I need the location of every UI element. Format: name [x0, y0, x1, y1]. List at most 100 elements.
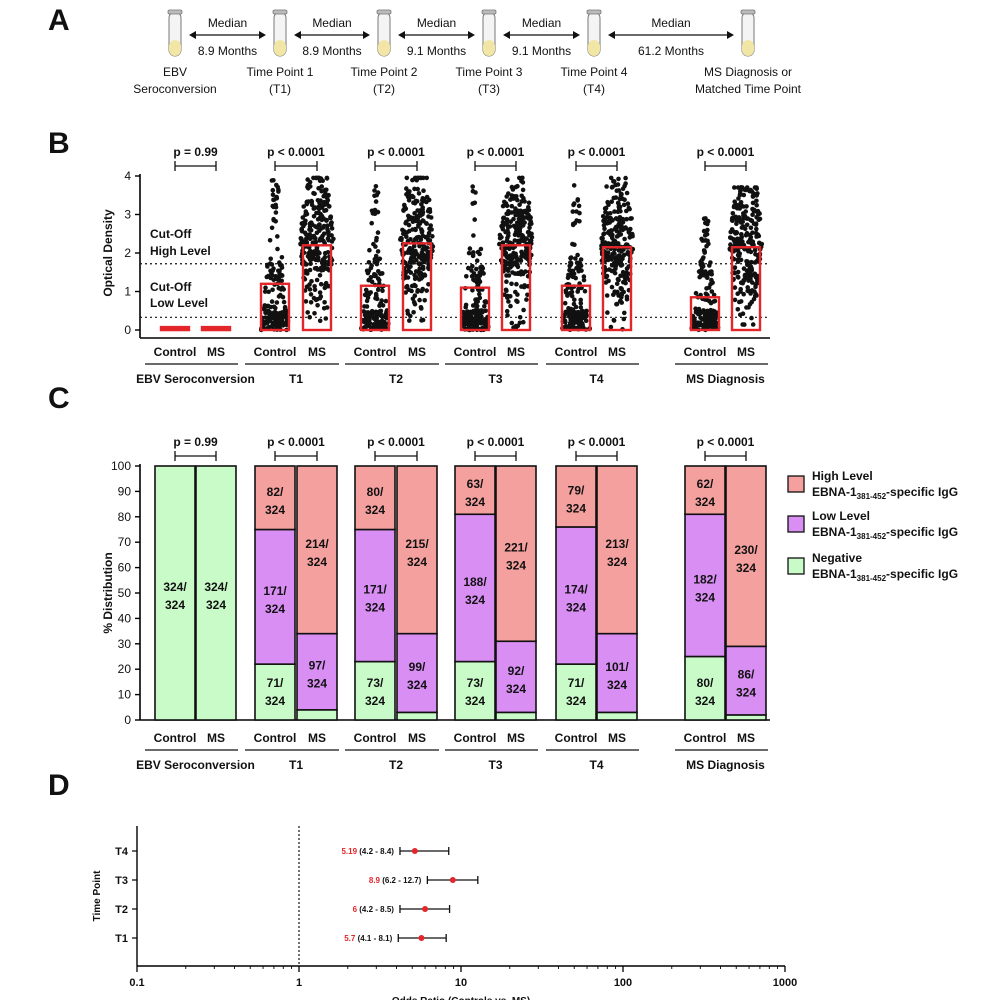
tube-label-1: Time Point 4 [561, 65, 628, 79]
data-point [572, 220, 578, 226]
data-point [375, 287, 381, 293]
data-point [404, 175, 410, 181]
data-point [733, 239, 738, 245]
bar-negative [684, 655, 726, 721]
data-point [372, 207, 378, 213]
y-tick-label: 3 [124, 208, 131, 222]
data-point [369, 279, 375, 285]
data-point [608, 228, 614, 233]
legend-label: Negative [812, 551, 862, 565]
data-point [410, 177, 415, 183]
ms-label: MS [608, 345, 626, 359]
data-point [524, 249, 530, 255]
data-point [563, 309, 568, 315]
data-point [703, 291, 709, 297]
data-point [738, 257, 744, 263]
data-point [300, 215, 306, 220]
data-point [373, 324, 379, 330]
data-point [578, 257, 584, 262]
data-point [578, 301, 584, 306]
data-point [628, 226, 633, 232]
test-tube-icon [586, 9, 602, 57]
data-point [739, 225, 745, 230]
median-bar [459, 286, 491, 332]
data-point [308, 261, 313, 267]
data-point [755, 280, 760, 286]
data-point [408, 313, 413, 319]
data-point [412, 282, 417, 288]
data-point [362, 304, 367, 309]
tube-sample [588, 40, 600, 56]
data-point [314, 210, 319, 216]
bar-negative [195, 465, 237, 721]
data-point [604, 273, 610, 279]
control-label: Control [354, 345, 397, 359]
data-point [749, 299, 754, 305]
data-point [316, 186, 321, 191]
cutoff-low-label: Low Level [150, 296, 208, 310]
segment-label: 324 [736, 561, 756, 575]
data-point [693, 290, 699, 296]
data-point [510, 260, 515, 266]
data-point [426, 282, 431, 287]
legend-label: EBNA-1381-452-specific IgG [812, 525, 958, 541]
data-point [383, 298, 389, 304]
tube-sample [742, 40, 754, 56]
data-point [701, 255, 706, 260]
data-point [753, 275, 759, 280]
data-point [470, 303, 476, 308]
bar-high [254, 465, 296, 531]
data-point [513, 289, 518, 295]
data-point [278, 287, 284, 292]
data-point [708, 260, 713, 265]
bar-negative [555, 663, 597, 721]
p-value: p < 0.0001 [467, 145, 525, 159]
data-point [519, 254, 524, 259]
data-point [616, 176, 621, 182]
segment-label: 324 [307, 555, 327, 569]
tube-sample [378, 40, 390, 56]
data-point [279, 254, 285, 260]
data-point [470, 321, 475, 327]
arrow-head-left [608, 31, 615, 39]
significance-bracket [174, 451, 217, 461]
data-point [747, 232, 753, 238]
data-point [475, 249, 481, 255]
data-point [470, 288, 475, 293]
data-point [379, 271, 385, 276]
data-point [430, 234, 435, 239]
data-point [420, 264, 426, 270]
data-point [567, 310, 572, 316]
data-point [527, 225, 532, 231]
bar-negative [454, 660, 496, 721]
segment-label: 324 [695, 694, 715, 708]
data-point [708, 282, 713, 287]
data-point [416, 175, 421, 181]
data-point [505, 295, 510, 300]
data-point [615, 182, 621, 187]
data-point [504, 194, 510, 199]
data-point [746, 248, 751, 254]
segment-label: 324 [407, 678, 427, 692]
data-point [734, 230, 740, 236]
data-point [472, 217, 478, 222]
data-point [276, 321, 281, 326]
segment-label: 324 [465, 495, 485, 509]
data-point [375, 249, 381, 254]
data-point [753, 252, 758, 257]
interval-label: 8.9 Months [198, 44, 257, 58]
timepoint-label: MS Diagnosis [686, 758, 765, 772]
tube-label-2: Matched Time Point [695, 82, 802, 96]
data-point [613, 195, 619, 200]
data-point [266, 310, 271, 315]
data-point [701, 310, 707, 316]
data-point [413, 198, 419, 204]
data-point [373, 296, 378, 301]
segment-label: 86/ [738, 668, 755, 682]
data-point [367, 317, 372, 322]
y-tick-label: 10 [118, 688, 132, 702]
data-point [620, 216, 626, 222]
segment-label: 230/ [734, 543, 758, 557]
data-point [480, 265, 486, 271]
data-point [424, 288, 430, 293]
